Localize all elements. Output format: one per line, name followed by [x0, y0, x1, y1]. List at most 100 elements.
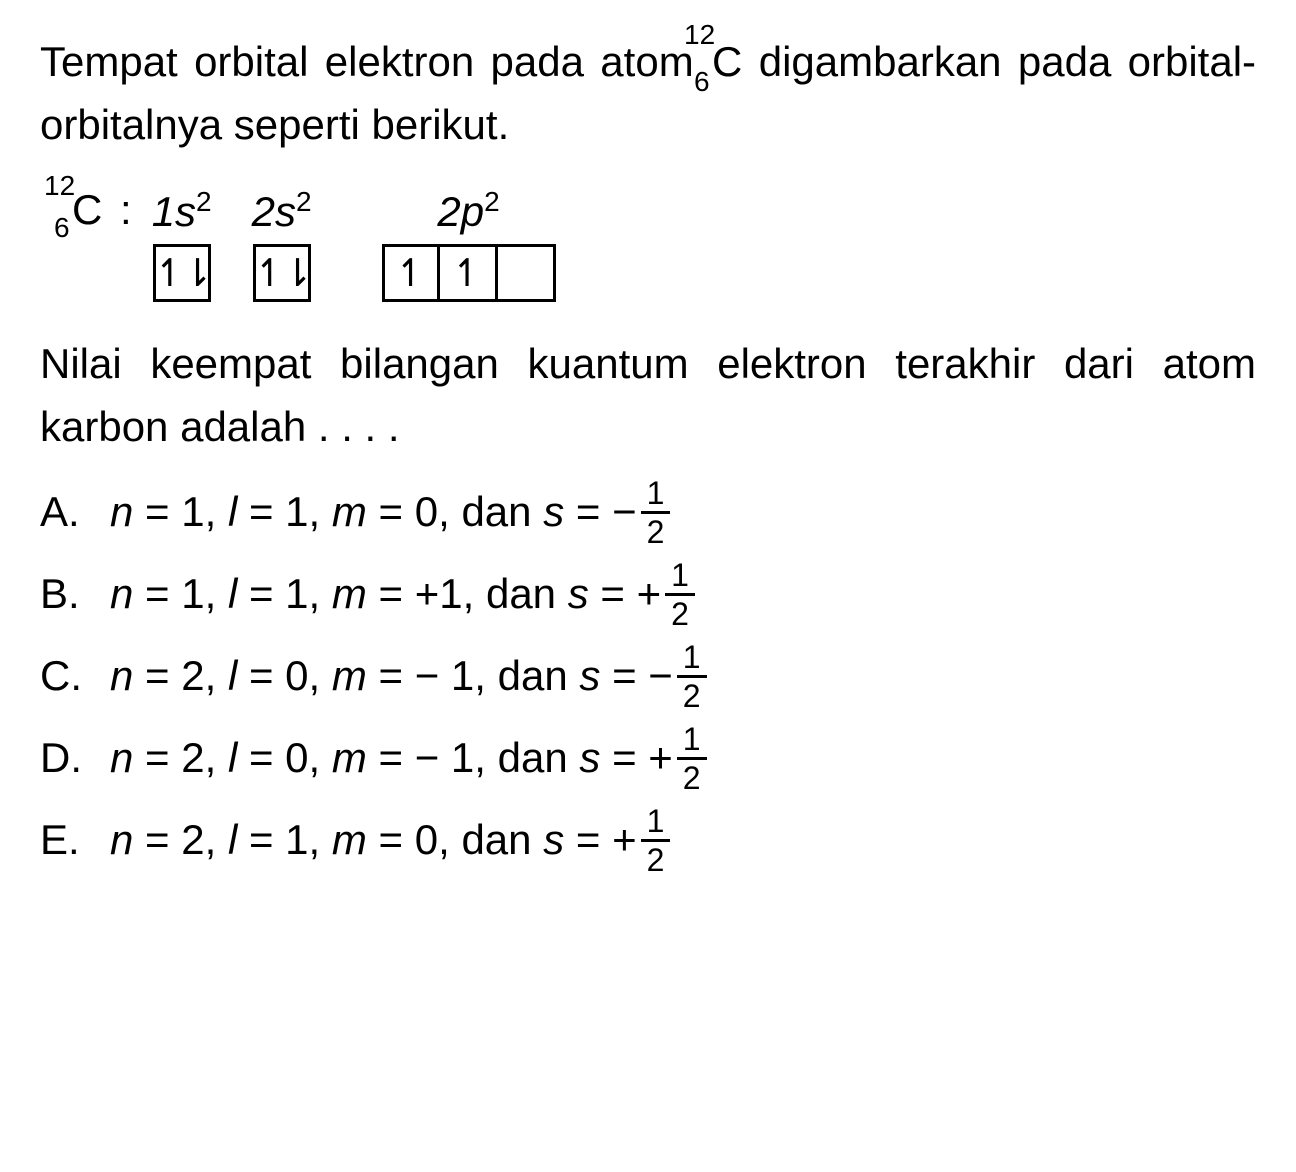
option-content: n = 1, l = 1, m = +1, dan s = + 1 2 [110, 559, 699, 630]
question-prompt: Nilai keempat bilangan kuantum elektron … [40, 332, 1256, 458]
question-intro: Tempat orbital elektron pada atom 12 6 C… [40, 30, 1256, 156]
val-n: 1 [181, 570, 204, 618]
fraction: 1 2 [641, 477, 671, 548]
comma: , [205, 816, 217, 864]
option-d: D. n = 2, l = 0, m = − 1, dan s = + 1 2 [40, 722, 1256, 794]
option-c: C. n = 2, l = 0, m = − 1, dan s = − 1 2 [40, 640, 1256, 712]
comma: , [463, 570, 475, 618]
option-content: n = 1, l = 1, m = 0, dan s = − 1 2 [110, 477, 674, 548]
config-atom-mass: 12 [44, 170, 75, 202]
eq: = [145, 734, 170, 782]
eq: = [379, 816, 404, 864]
atom-mass: 12 [684, 14, 715, 56]
val-m: +1 [415, 570, 463, 618]
comma: , [205, 570, 217, 618]
comma: , [474, 734, 486, 782]
orbital-base: 2p [437, 188, 484, 235]
dan: dan [498, 734, 568, 782]
frac-num: 1 [665, 559, 695, 596]
comma: , [474, 652, 486, 700]
var-l: l [228, 570, 237, 618]
eq: = [576, 488, 601, 536]
atom-inline: 12 6 C [712, 30, 742, 93]
var-s: s [543, 816, 564, 864]
frac-den: 2 [665, 596, 695, 630]
var-n: n [110, 734, 133, 782]
comma: , [309, 816, 321, 864]
orbital-boxes: ↿⇂ [253, 244, 311, 302]
val-m: − 1 [415, 734, 475, 782]
eq: = [249, 652, 274, 700]
comma: , [309, 488, 321, 536]
option-a: A. n = 1, l = 1, m = 0, dan s = − 1 2 [40, 476, 1256, 548]
eq: = [600, 570, 625, 618]
option-content: n = 2, l = 1, m = 0, dan s = + 1 2 [110, 805, 674, 876]
config-atom-number: 6 [54, 212, 70, 244]
var-n: n [110, 488, 133, 536]
val-l: 1 [285, 488, 308, 536]
orbital-base: 2s [252, 188, 296, 235]
val-m: 0 [415, 488, 438, 536]
var-m: m [332, 816, 367, 864]
comma: , [205, 488, 217, 536]
orbital-box [498, 244, 556, 302]
var-m: m [332, 570, 367, 618]
orbital-1s: 1s2 ↿⇂ [152, 186, 212, 302]
frac-den: 2 [641, 842, 671, 876]
fraction: 1 2 [641, 805, 671, 876]
answer-options: A. n = 1, l = 1, m = 0, dan s = − 1 2 B.… [40, 476, 1256, 876]
dan: dan [461, 488, 531, 536]
dan: dan [486, 570, 556, 618]
frac-num: 1 [641, 805, 671, 842]
val-n: 2 [181, 652, 204, 700]
comma: , [438, 816, 450, 864]
orbital-boxes: ↿⇂ [153, 244, 211, 302]
option-content: n = 2, l = 0, m = − 1, dan s = − 1 2 [110, 641, 711, 712]
comma: , [438, 488, 450, 536]
eq: = [612, 734, 637, 782]
eq: = [612, 652, 637, 700]
eq: = [145, 570, 170, 618]
var-s: s [543, 488, 564, 536]
option-e: E. n = 2, l = 1, m = 0, dan s = + 1 2 [40, 804, 1256, 876]
fraction: 1 2 [677, 641, 707, 712]
q-text-a: Tempat orbital elektron pada atom [40, 38, 694, 85]
frac-den: 2 [641, 514, 671, 548]
var-l: l [228, 652, 237, 700]
val-l: 1 [285, 570, 308, 618]
orbital-box: ↿⇂ [153, 244, 211, 302]
val-n: 1 [181, 488, 204, 536]
var-l: l [228, 488, 237, 536]
orbital-2p: 2p2 ↿ ↿ [382, 186, 556, 302]
val-l: 0 [285, 734, 308, 782]
option-letter: B. [40, 570, 110, 618]
orbital-box: ↿ [382, 244, 440, 302]
frac-den: 2 [677, 760, 707, 794]
val-n: 2 [181, 816, 204, 864]
orbital-boxes: ↿ ↿ [382, 244, 556, 302]
config-atom-symbol: C [72, 186, 102, 233]
colon: : [120, 186, 132, 233]
eq: = [379, 652, 404, 700]
var-m: m [332, 488, 367, 536]
var-n: n [110, 570, 133, 618]
dan: dan [498, 652, 568, 700]
atom-number: 6 [694, 61, 710, 103]
orbital-2s: 2s2 ↿⇂ [252, 186, 312, 302]
eq: = [379, 570, 404, 618]
option-letter: C. [40, 652, 110, 700]
option-letter: A. [40, 488, 110, 536]
eq: = [249, 570, 274, 618]
var-m: m [332, 652, 367, 700]
eq: = [145, 652, 170, 700]
sign: − [612, 488, 637, 536]
val-n: 2 [181, 734, 204, 782]
eq: = [145, 816, 170, 864]
orbital-label: 1s2 [152, 186, 212, 236]
eq: = [249, 734, 274, 782]
orbital-box: ↿ [440, 244, 498, 302]
frac-num: 1 [677, 723, 707, 760]
val-m: − 1 [415, 652, 475, 700]
sign: − [648, 652, 673, 700]
frac-den: 2 [677, 678, 707, 712]
